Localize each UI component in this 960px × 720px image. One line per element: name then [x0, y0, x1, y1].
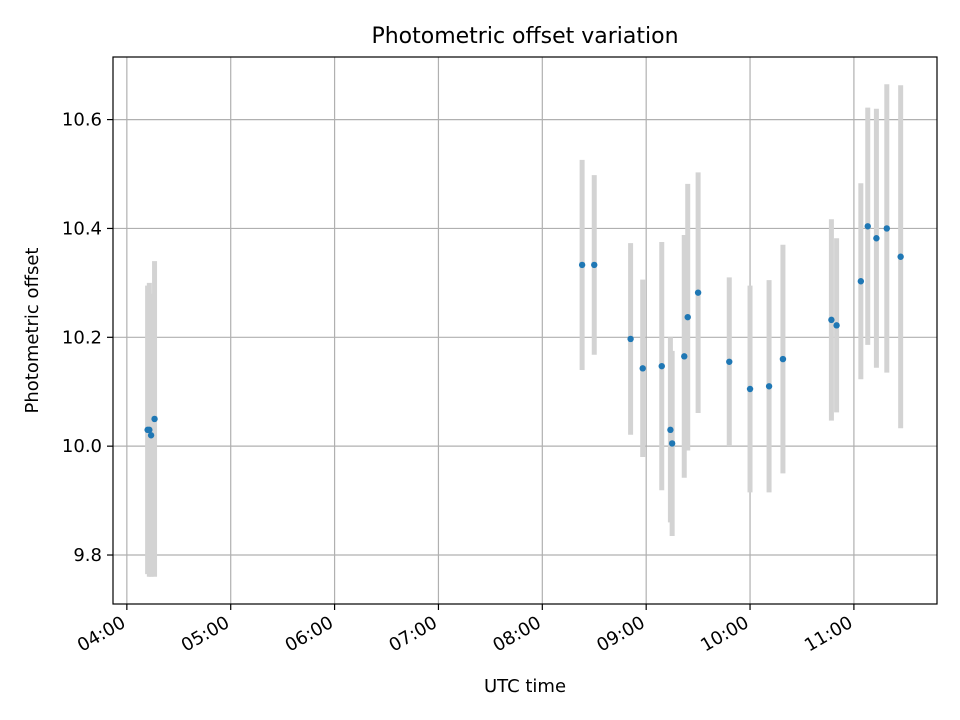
chart-title: Photometric offset variation	[371, 24, 678, 49]
y-tick-label: 9.8	[73, 545, 102, 566]
data-point	[591, 261, 598, 269]
y-tick-label: 10.6	[62, 110, 102, 131]
data-point	[639, 365, 646, 372]
data-point	[684, 313, 691, 321]
data-point	[873, 235, 880, 242]
y-tick-label: 10.2	[62, 327, 102, 348]
data-point	[146, 426, 153, 434]
data-point	[147, 432, 155, 439]
data-point	[833, 322, 840, 329]
data-point	[578, 261, 586, 269]
data-point	[726, 358, 733, 365]
data-point	[681, 353, 688, 360]
x-axis-label: UTC time	[484, 676, 566, 697]
y-tick-label: 10.0	[62, 436, 102, 457]
data-point	[765, 383, 773, 390]
y-axis-label: Photometric offset	[22, 248, 43, 414]
data-point	[694, 289, 702, 296]
data-point	[828, 316, 835, 324]
y-tick-label: 10.4	[62, 218, 102, 239]
data-point	[779, 355, 787, 363]
point-layer	[144, 223, 904, 447]
data-point	[864, 223, 871, 230]
data-point	[658, 362, 665, 370]
grid-layer	[113, 57, 937, 604]
data-point	[151, 415, 158, 423]
data-point	[897, 253, 904, 260]
data-point	[627, 335, 634, 343]
data-point	[746, 385, 754, 393]
plot-frame	[112, 56, 938, 605]
data-point	[667, 426, 674, 434]
data-point	[883, 225, 890, 232]
data-point	[668, 440, 676, 447]
data-point	[857, 278, 865, 285]
